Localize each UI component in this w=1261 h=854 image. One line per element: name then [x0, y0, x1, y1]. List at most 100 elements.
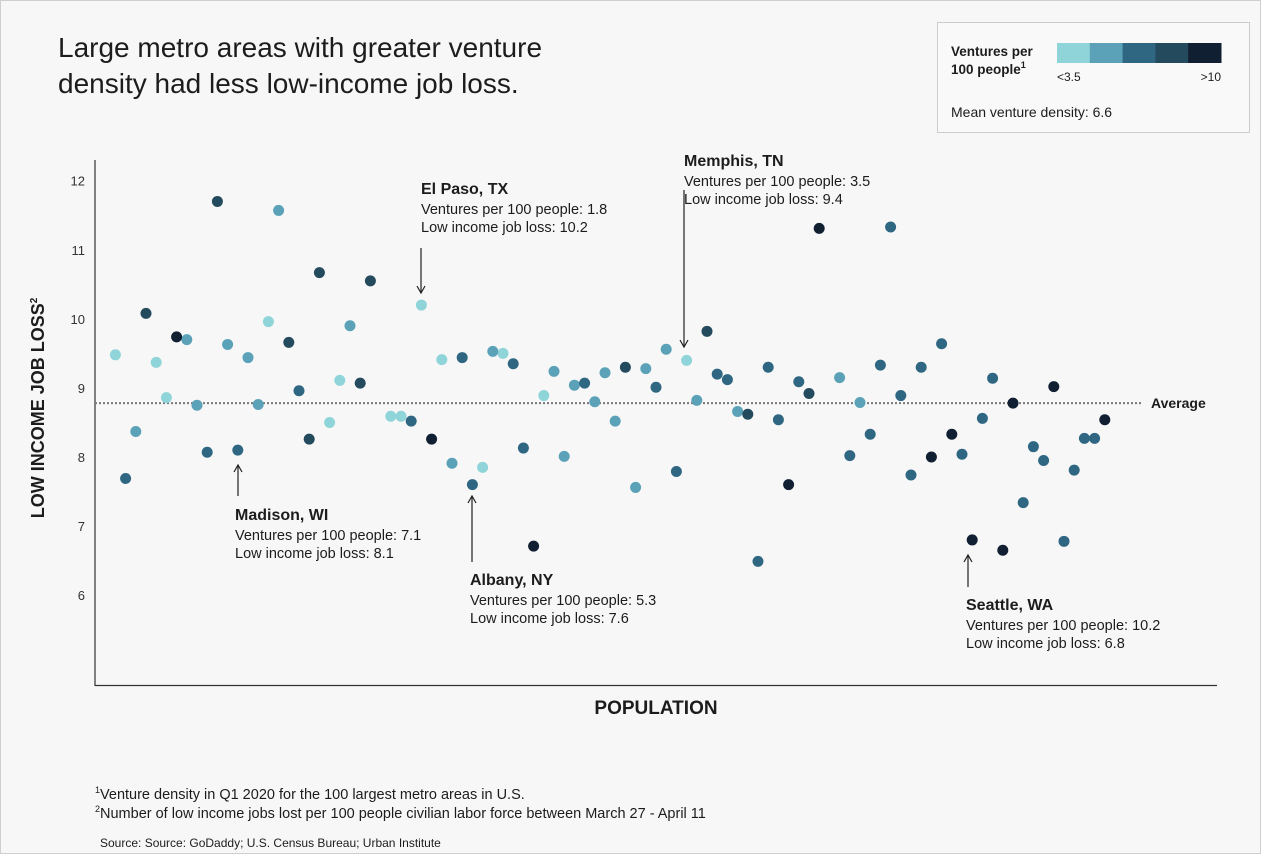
annotation-title: Madison, WI [235, 507, 328, 524]
point [966, 534, 978, 546]
point [915, 361, 927, 373]
point [1007, 397, 1019, 409]
point [874, 359, 886, 371]
point [293, 385, 305, 397]
point [405, 415, 417, 427]
footnote: 1Venture density in Q1 2020 for the 100 … [95, 785, 525, 803]
annotation-line: Low income job loss: 9.4 [684, 192, 843, 208]
point [885, 221, 897, 233]
point [344, 320, 356, 332]
point [456, 352, 468, 364]
point [691, 394, 703, 406]
point [477, 461, 489, 473]
point [701, 325, 713, 337]
legend-note: Mean venture density: 6.6 [951, 104, 1112, 120]
point [956, 448, 968, 460]
point [987, 372, 999, 384]
point [466, 479, 478, 491]
footnote-mark: 2 [95, 804, 100, 814]
annotation-arrowhead [467, 494, 477, 504]
point [925, 451, 937, 463]
point [517, 442, 529, 454]
annotation-line: Ventures per 100 people: 1.8 [421, 202, 607, 218]
annotation-line: Low income job loss: 6.8 [966, 636, 1125, 652]
point [905, 469, 917, 481]
annotation-title: Albany, NY [470, 572, 554, 589]
annotation-title: El Paso, TX [421, 181, 508, 198]
point [436, 354, 448, 366]
y-tick-label: 10 [71, 312, 85, 327]
annotation-arrowhead [679, 339, 689, 349]
point [844, 450, 856, 462]
point [864, 428, 876, 440]
average-label: Average [1151, 395, 1206, 411]
point [252, 399, 264, 411]
legend-min-label: <3.5 [1057, 70, 1081, 84]
point [609, 415, 621, 427]
point [140, 307, 152, 319]
point [813, 222, 825, 234]
source: Source: Source: GoDaddy; U.S. Census Bur… [100, 836, 441, 850]
y-tick-label: 7 [78, 519, 85, 534]
y-tick-label: 9 [78, 381, 85, 396]
point [497, 347, 509, 359]
annotation-line: Low income job loss: 7.6 [470, 611, 629, 627]
point [1078, 432, 1090, 444]
point [946, 428, 958, 440]
point [568, 379, 580, 391]
y-axis-label-note: 2 [29, 297, 40, 303]
point [640, 363, 652, 375]
point [579, 377, 591, 389]
point [752, 555, 764, 567]
x-axis-label: POPULATION [594, 698, 717, 719]
point [262, 316, 274, 328]
point [364, 275, 376, 287]
annotation-title: Seattle, WA [966, 597, 1054, 614]
point [1068, 464, 1080, 476]
point [997, 544, 1009, 556]
y-axis-label: LOW INCOME JOB LOSS2 [28, 297, 48, 518]
point [721, 374, 733, 386]
point [711, 368, 723, 380]
y-tick-label: 11 [72, 243, 86, 258]
point [528, 540, 540, 552]
legend-title: 100 people1 [951, 60, 1026, 77]
point [854, 396, 866, 408]
chart-title: Large metro areas with greater venture [58, 32, 542, 63]
point [426, 433, 438, 445]
point [793, 376, 805, 388]
point [507, 358, 519, 370]
point [762, 361, 774, 373]
annotation-line: Ventures per 100 people: 7.1 [235, 528, 421, 544]
point [181, 334, 193, 346]
point [834, 372, 846, 384]
point [130, 425, 142, 437]
point [211, 195, 223, 207]
point [1089, 432, 1101, 444]
annotation-arrowhead [416, 285, 426, 295]
point [589, 396, 601, 408]
point [650, 381, 662, 393]
point [1038, 454, 1050, 466]
point [120, 472, 132, 484]
point [150, 356, 162, 368]
point [487, 345, 499, 357]
point [772, 414, 784, 426]
point [1048, 381, 1060, 393]
legend-swatch [1188, 43, 1222, 63]
legend-swatch [1122, 43, 1156, 63]
legend-box [937, 22, 1250, 133]
annotation-line: Low income job loss: 10.2 [421, 220, 588, 236]
annotation-line: Low income job loss: 8.1 [235, 546, 394, 562]
legend-max-label: >10 [1201, 70, 1222, 84]
annotation-arrowhead [233, 463, 243, 473]
point [619, 361, 631, 373]
point [558, 450, 570, 462]
point [354, 377, 366, 389]
point [681, 354, 693, 366]
point [446, 457, 458, 469]
annotation-line: Ventures per 100 people: 3.5 [684, 174, 870, 190]
